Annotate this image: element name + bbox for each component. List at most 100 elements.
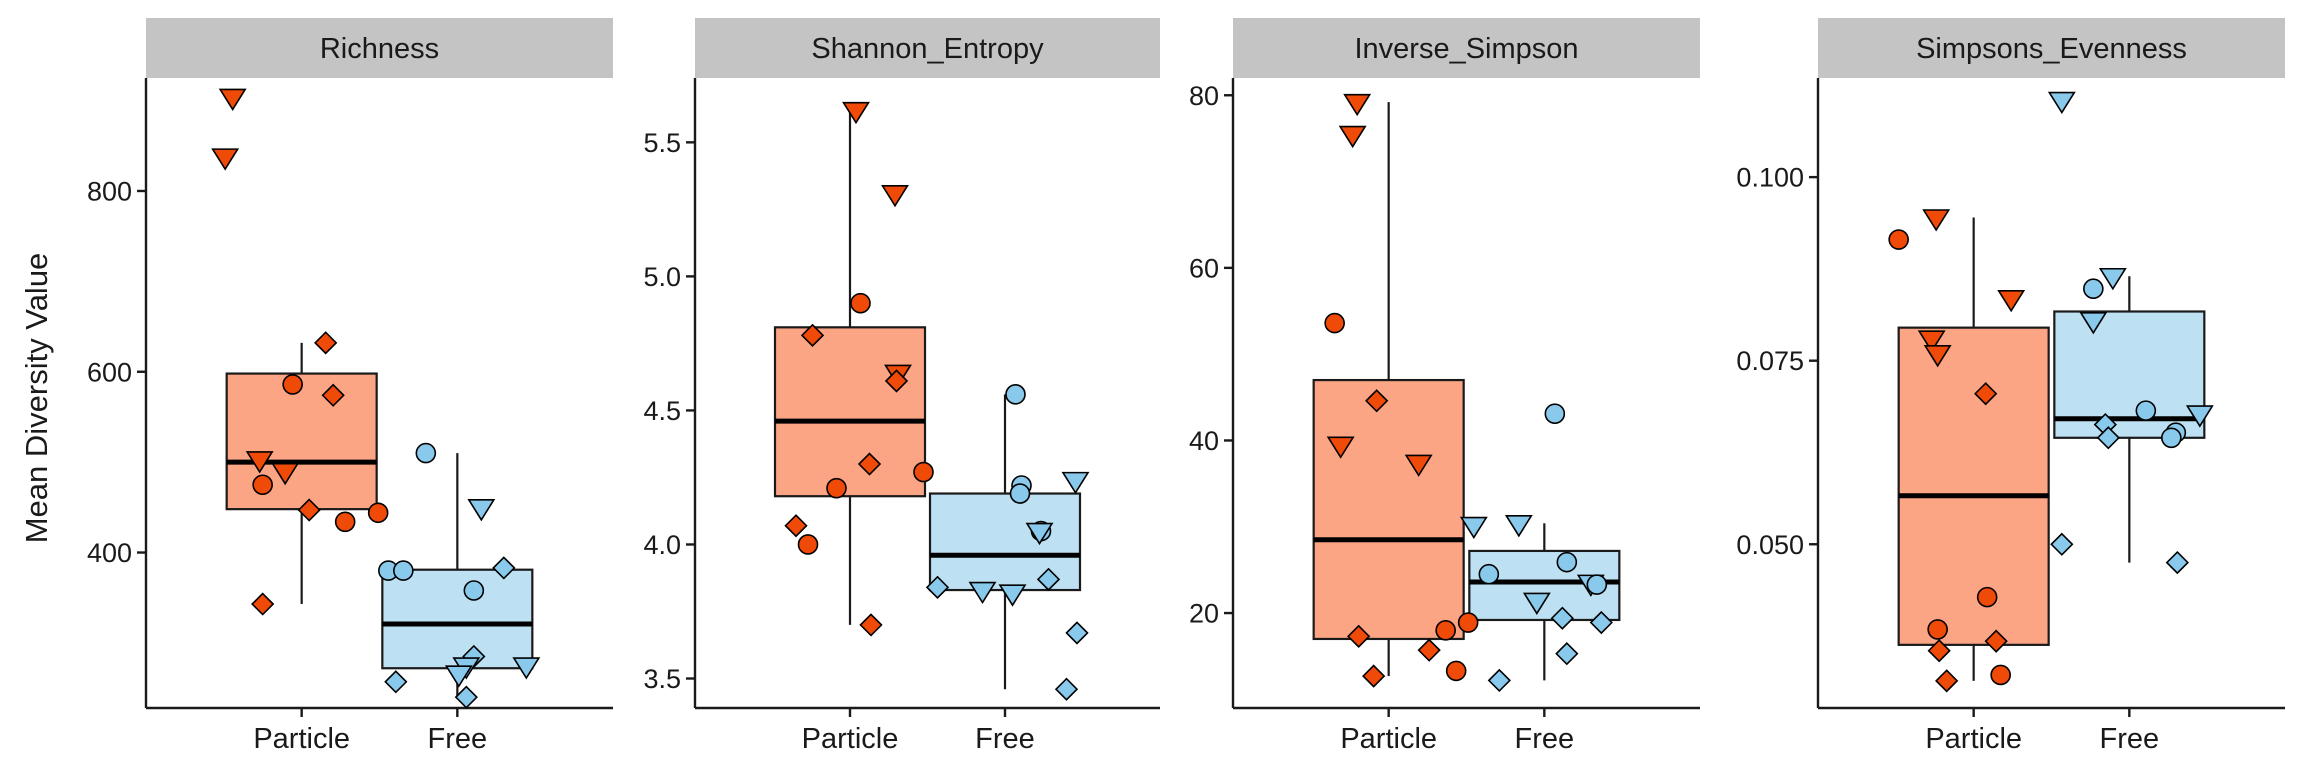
point-circle <box>826 477 847 499</box>
y-tick-label: 5.5 <box>643 128 681 158</box>
point-triangle <box>467 499 496 522</box>
point-diamond <box>859 613 883 637</box>
facet-strip <box>695 18 1160 78</box>
point-triangle <box>1504 515 1533 538</box>
y-tick-label: 400 <box>87 538 132 568</box>
point-diamond <box>884 369 909 393</box>
x-tick-label: Free <box>2100 723 2160 755</box>
point-circle <box>913 461 934 483</box>
point-triangle <box>512 657 541 680</box>
point-circle <box>1976 586 1998 608</box>
facet-title: Inverse_Simpson <box>1354 33 1578 65</box>
point-triangle <box>1343 93 1372 117</box>
point-diamond <box>1555 641 1579 666</box>
point-triangle <box>1338 125 1367 149</box>
point-circle <box>1888 229 1909 250</box>
point-diamond <box>314 331 338 355</box>
point-circle <box>393 560 414 581</box>
box-particle <box>1312 378 1465 641</box>
point-circle <box>2161 427 2182 449</box>
point-triangle <box>968 581 997 605</box>
point-triangle <box>1025 522 1054 546</box>
point-diamond <box>800 323 825 347</box>
point-triangle <box>2047 91 2076 115</box>
y-tick-label: 60 <box>1189 253 1219 283</box>
point-triangle <box>1997 289 2026 313</box>
point-diamond <box>454 685 478 709</box>
point-diamond <box>1984 629 2008 653</box>
point-triangle <box>1522 592 1551 615</box>
point-diamond <box>1550 606 1574 630</box>
y-tick-label: 4.0 <box>643 530 681 560</box>
point-diamond <box>2096 426 2120 450</box>
point-diamond <box>1487 668 1511 693</box>
y-tick-label: 600 <box>87 357 132 387</box>
point-diamond <box>925 575 950 599</box>
point-circle <box>2135 400 2157 421</box>
point-triangle <box>1922 209 1951 232</box>
box-free <box>928 492 1082 592</box>
point-diamond <box>1362 664 1386 688</box>
x-tick-label: Free <box>1515 723 1575 755</box>
x-tick-label: Particle <box>253 723 350 755</box>
point-triangle <box>245 451 274 474</box>
point-circle <box>463 580 485 601</box>
point-diamond <box>297 498 321 522</box>
y-tick-label: 0.075 <box>1736 346 1804 376</box>
point-diamond <box>1417 638 1441 662</box>
facet-panel-4: Simpsons_Evenness 0.050 0.075 0.100 Particle… <box>1736 18 2285 755</box>
y-tick-label: 40 <box>1189 426 1219 456</box>
y-tick-label: 80 <box>1189 81 1219 111</box>
x-tick-label: Particle <box>1925 723 2022 755</box>
point-diamond <box>1589 610 1613 635</box>
y-tick-label: 4.5 <box>643 396 681 426</box>
point-diamond <box>1065 621 1089 645</box>
point-diamond <box>1036 567 1061 591</box>
box-particle <box>225 372 378 511</box>
point-circle <box>1586 574 1608 595</box>
y-tick-label: 0.050 <box>1736 530 1804 560</box>
point-diamond <box>1054 677 1079 701</box>
facet-strip <box>146 18 613 78</box>
y-tick-label: 20 <box>1189 599 1219 629</box>
point-circle <box>1009 483 1031 504</box>
point-triangle <box>2098 267 2127 291</box>
facet-panel-3: Inverse_Simpson 20 40 60 80 Particle Free <box>1189 18 1700 755</box>
point-triangle <box>998 584 1027 607</box>
y-tick-label: 5.0 <box>643 262 681 292</box>
point-diamond <box>321 383 345 407</box>
point-circle <box>1435 620 1456 641</box>
point-triangle <box>1326 436 1355 459</box>
y-axis-label: Mean Diversity Value <box>19 253 54 544</box>
point-circle <box>334 511 356 533</box>
point-diamond <box>1365 389 1389 413</box>
point-circle <box>367 502 389 524</box>
point-circle <box>1457 612 1479 633</box>
point-diamond <box>2050 532 2074 556</box>
point-diamond <box>251 592 275 616</box>
box-particle <box>1897 326 2050 646</box>
point-triangle <box>881 184 909 208</box>
facet-panel-2: Shannon_Entropy 3.5 4.0 4.5 5.0 5.5 Particle Fr… <box>643 18 1160 755</box>
point-circle <box>2083 278 2104 300</box>
point-triangle <box>1061 471 1090 495</box>
point-diamond <box>492 556 516 580</box>
point-circle <box>1005 384 1026 405</box>
y-tick-label: 800 <box>87 176 132 206</box>
point-triangle <box>1917 330 1946 353</box>
point-diamond <box>384 670 408 694</box>
point-diamond <box>1974 382 1998 406</box>
point-circle <box>1544 403 1566 425</box>
y-tick-label: 3.5 <box>643 664 681 694</box>
point-diamond <box>1347 624 1371 649</box>
point-diamond <box>857 452 882 476</box>
x-tick-label: Free <box>975 723 1035 755</box>
point-circle <box>252 474 273 496</box>
point-triangle <box>211 148 240 171</box>
point-circle <box>1324 312 1345 334</box>
point-circle <box>1445 660 1467 682</box>
point-diamond <box>1927 639 1951 663</box>
point-diamond <box>1935 669 1959 693</box>
point-triangle <box>842 101 870 125</box>
